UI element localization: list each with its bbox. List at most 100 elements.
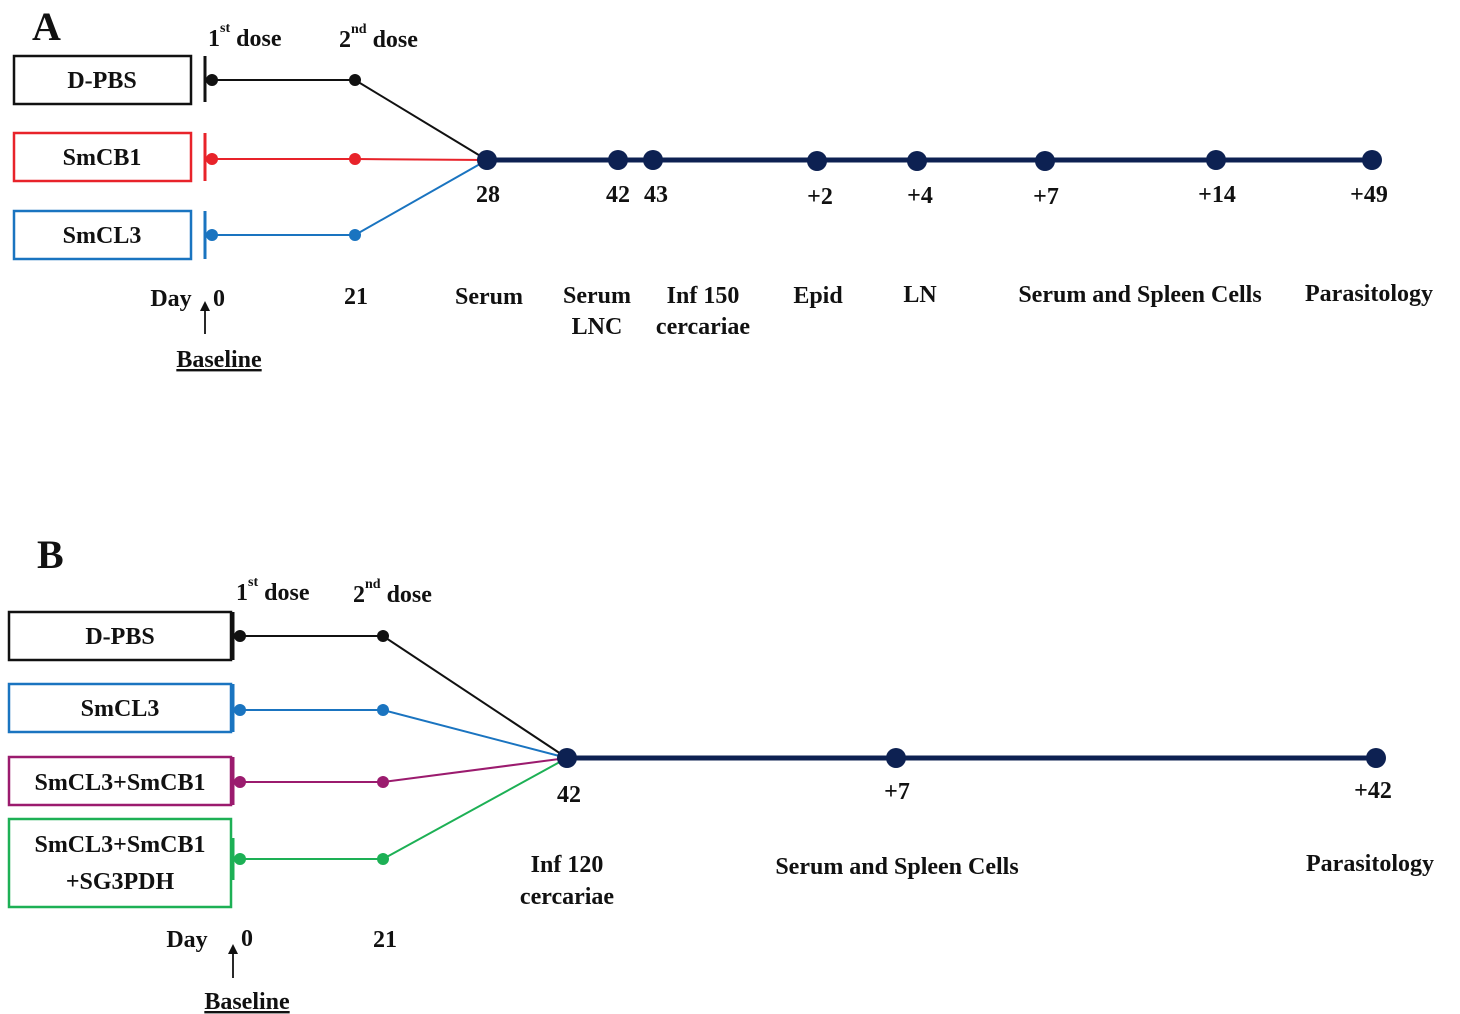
panel-a-second-dose-label: 2nd dose (339, 22, 418, 53)
baseline-label: Baseline (204, 989, 290, 1014)
group-label: SmCB1 (63, 145, 142, 171)
panel-b-group-dpbs: D-PBS (7, 610, 233, 662)
timepoint-marker (1366, 748, 1386, 768)
timepoint-event: Epid (793, 283, 843, 309)
panel-a-group-smcb1: SmCB1 (12, 131, 193, 183)
group-label: D-PBS (67, 68, 136, 94)
panel-b-group-smcl3: SmCL3 (7, 682, 233, 734)
timepoint-marker (907, 151, 927, 171)
group-box (12, 54, 193, 106)
panel-b-group-smcl3-smcb1: SmCL3+SmCB1 (7, 755, 233, 807)
timepoint-marker (1362, 150, 1382, 170)
timepoint-day: +2 (807, 184, 833, 210)
group-label: SmCL3 (81, 696, 160, 722)
dose-marker (349, 74, 361, 86)
timepoint-event: cercariae (656, 314, 750, 340)
panel-b-timepoint-plus42: +42 Parasitology (1306, 748, 1434, 877)
dose-marker (206, 153, 218, 165)
smcl3-schedule-line (240, 709, 568, 759)
panel-b-letter: B (37, 532, 64, 577)
panel-b-second-dose-label: 2nd dose (353, 577, 432, 608)
dose-marker (234, 704, 246, 716)
panel-a-timepoint-plus2: +2 Epid (793, 151, 843, 309)
panel-a-timepoint-plus14: +14 (1198, 150, 1236, 208)
group-label: SmCL3 (63, 223, 142, 249)
timepoint-day: +49 (1350, 182, 1388, 208)
day-0-label: 0 (213, 286, 225, 312)
panel-b-timepoint-42: 42 Inf 120 cercariae (520, 748, 614, 910)
dose-marker (234, 630, 246, 642)
panel-a-timepoint-plus4: +4 LN (903, 151, 937, 308)
group-box (12, 209, 193, 261)
timepoint-event: Serum and Spleen Cells (775, 854, 1018, 880)
timepoint-event: Serum (455, 284, 523, 310)
timepoint-day: 28 (476, 182, 500, 208)
baseline-label: Baseline (176, 347, 262, 373)
dose-marker (377, 630, 389, 642)
dpbs-schedule-line (240, 635, 568, 759)
day-0-label: 0 (241, 926, 253, 952)
panel-a-timepoint-28: 28 Serum (455, 150, 523, 310)
group-label: D-PBS (85, 624, 154, 650)
smcl3-smcb1-sg3pdh-schedule-line (240, 757, 568, 860)
dose-marker (377, 776, 389, 788)
dose-marker (377, 704, 389, 716)
panel-b-group-smcl3-smcb1-sg3pdh: SmCL3+SmCB1 +SG3PDH (7, 817, 233, 909)
panel-a-group-dpbs: D-PBS (12, 54, 193, 106)
timepoint-event: Parasitology (1305, 281, 1433, 307)
baseline-arrow-icon (228, 944, 238, 978)
timepoint-day: 42 (606, 182, 630, 208)
day-label: Day (166, 927, 207, 953)
panel-a-timepoint-plus7: +7 Serum and Spleen Cells (1018, 151, 1262, 308)
dose-marker (234, 776, 246, 788)
dose-marker (234, 853, 246, 865)
day-label: Day (150, 286, 191, 312)
panel-a-first-dose-label: 1st dose (208, 21, 282, 52)
timepoint-marker (1035, 151, 1055, 171)
panel-b: B 1st dose 2nd dose D-PBS SmCL3 SmCL3+SmCB… (7, 532, 1434, 1014)
panel-b-first-dose-label: 1st dose (236, 575, 310, 606)
timepoint-day: +14 (1198, 182, 1236, 208)
panel-a-letter: A (32, 4, 61, 49)
day-21-label: 21 (344, 284, 368, 310)
timepoint-event: Serum (563, 283, 631, 309)
smcl3-schedule-line (212, 159, 488, 236)
timepoint-marker (608, 150, 628, 170)
timepoint-marker (557, 748, 577, 768)
group-label: +SG3PDH (66, 869, 175, 895)
group-box (12, 131, 193, 183)
panel-a-timepoint-43: 43 Inf 150 cercariae (643, 150, 750, 340)
panel-b-timepoint-plus7: +7 Serum and Spleen Cells (775, 748, 1019, 880)
panel-a-group-smcl3: SmCL3 (12, 209, 193, 261)
group-label: SmCL3+SmCB1 (34, 832, 205, 858)
timepoint-marker (643, 150, 663, 170)
timepoint-event: LN (903, 282, 937, 308)
dpbs-schedule-line (212, 79, 488, 161)
panel-a-timepoint-42: 42 Serum LNC (563, 150, 631, 340)
timepoint-marker (807, 151, 827, 171)
timepoint-marker (477, 150, 497, 170)
group-box (7, 610, 233, 662)
timepoint-marker (886, 748, 906, 768)
timepoint-day: +42 (1354, 778, 1392, 804)
timepoint-day: +7 (1033, 184, 1059, 210)
timepoint-event: Serum and Spleen Cells (1018, 282, 1261, 308)
smcl3-smcb1-schedule-line (240, 757, 568, 783)
timepoint-day: +7 (884, 779, 910, 805)
timepoint-event: LNC (572, 314, 623, 340)
group-box (7, 755, 233, 807)
timepoint-event: Parasitology (1306, 851, 1434, 877)
baseline-arrow-icon (200, 301, 210, 334)
dose-marker (349, 229, 361, 241)
dose-marker (377, 853, 389, 865)
dose-marker (206, 229, 218, 241)
timepoint-day: 43 (644, 182, 668, 208)
day-21-label: 21 (373, 927, 397, 953)
timepoint-event: Inf 150 (667, 283, 740, 309)
timepoint-event: Inf 120 (531, 852, 604, 878)
dose-marker (206, 74, 218, 86)
panel-a-timepoint-plus49: +49 Parasitology (1305, 150, 1433, 307)
dose-marker (349, 153, 361, 165)
group-label: SmCL3+SmCB1 (34, 770, 205, 796)
